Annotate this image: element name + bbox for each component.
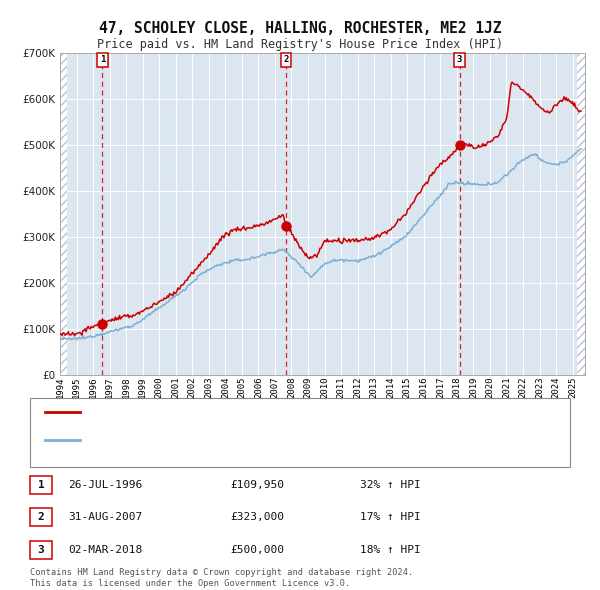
Text: 17% ↑ HPI: 17% ↑ HPI [360,512,421,522]
Text: Contains HM Land Registry data © Crown copyright and database right 2024.: Contains HM Land Registry data © Crown c… [30,568,413,577]
Text: 18% ↑ HPI: 18% ↑ HPI [360,545,421,555]
Text: 26-JUL-1996: 26-JUL-1996 [68,480,142,490]
Text: 31-AUG-2007: 31-AUG-2007 [68,512,142,522]
Text: £109,950: £109,950 [230,480,284,490]
Text: HPI: Average price, detached house, Medway: HPI: Average price, detached house, Medw… [87,435,334,444]
FancyBboxPatch shape [30,541,52,559]
Text: 1: 1 [100,55,105,64]
Text: 32% ↑ HPI: 32% ↑ HPI [360,480,421,490]
FancyBboxPatch shape [30,509,52,526]
Text: 47, SCHOLEY CLOSE, HALLING, ROCHESTER, ME2 1JZ (detached house): 47, SCHOLEY CLOSE, HALLING, ROCHESTER, M… [87,407,457,417]
Text: 3: 3 [457,55,462,64]
FancyBboxPatch shape [30,398,570,467]
FancyBboxPatch shape [30,476,52,494]
Text: Price paid vs. HM Land Registry's House Price Index (HPI): Price paid vs. HM Land Registry's House … [97,38,503,51]
Text: This data is licensed under the Open Government Licence v3.0.: This data is licensed under the Open Gov… [30,579,350,588]
Text: 3: 3 [38,545,44,555]
Text: 2: 2 [283,55,289,64]
Text: 1: 1 [38,480,44,490]
Text: 47, SCHOLEY CLOSE, HALLING, ROCHESTER, ME2 1JZ: 47, SCHOLEY CLOSE, HALLING, ROCHESTER, M… [99,21,501,35]
Text: £500,000: £500,000 [230,545,284,555]
Bar [60,53,67,375]
Text: 02-MAR-2018: 02-MAR-2018 [68,545,142,555]
Text: £323,000: £323,000 [230,512,284,522]
Bar [577,53,585,375]
Text: 2: 2 [38,512,44,522]
